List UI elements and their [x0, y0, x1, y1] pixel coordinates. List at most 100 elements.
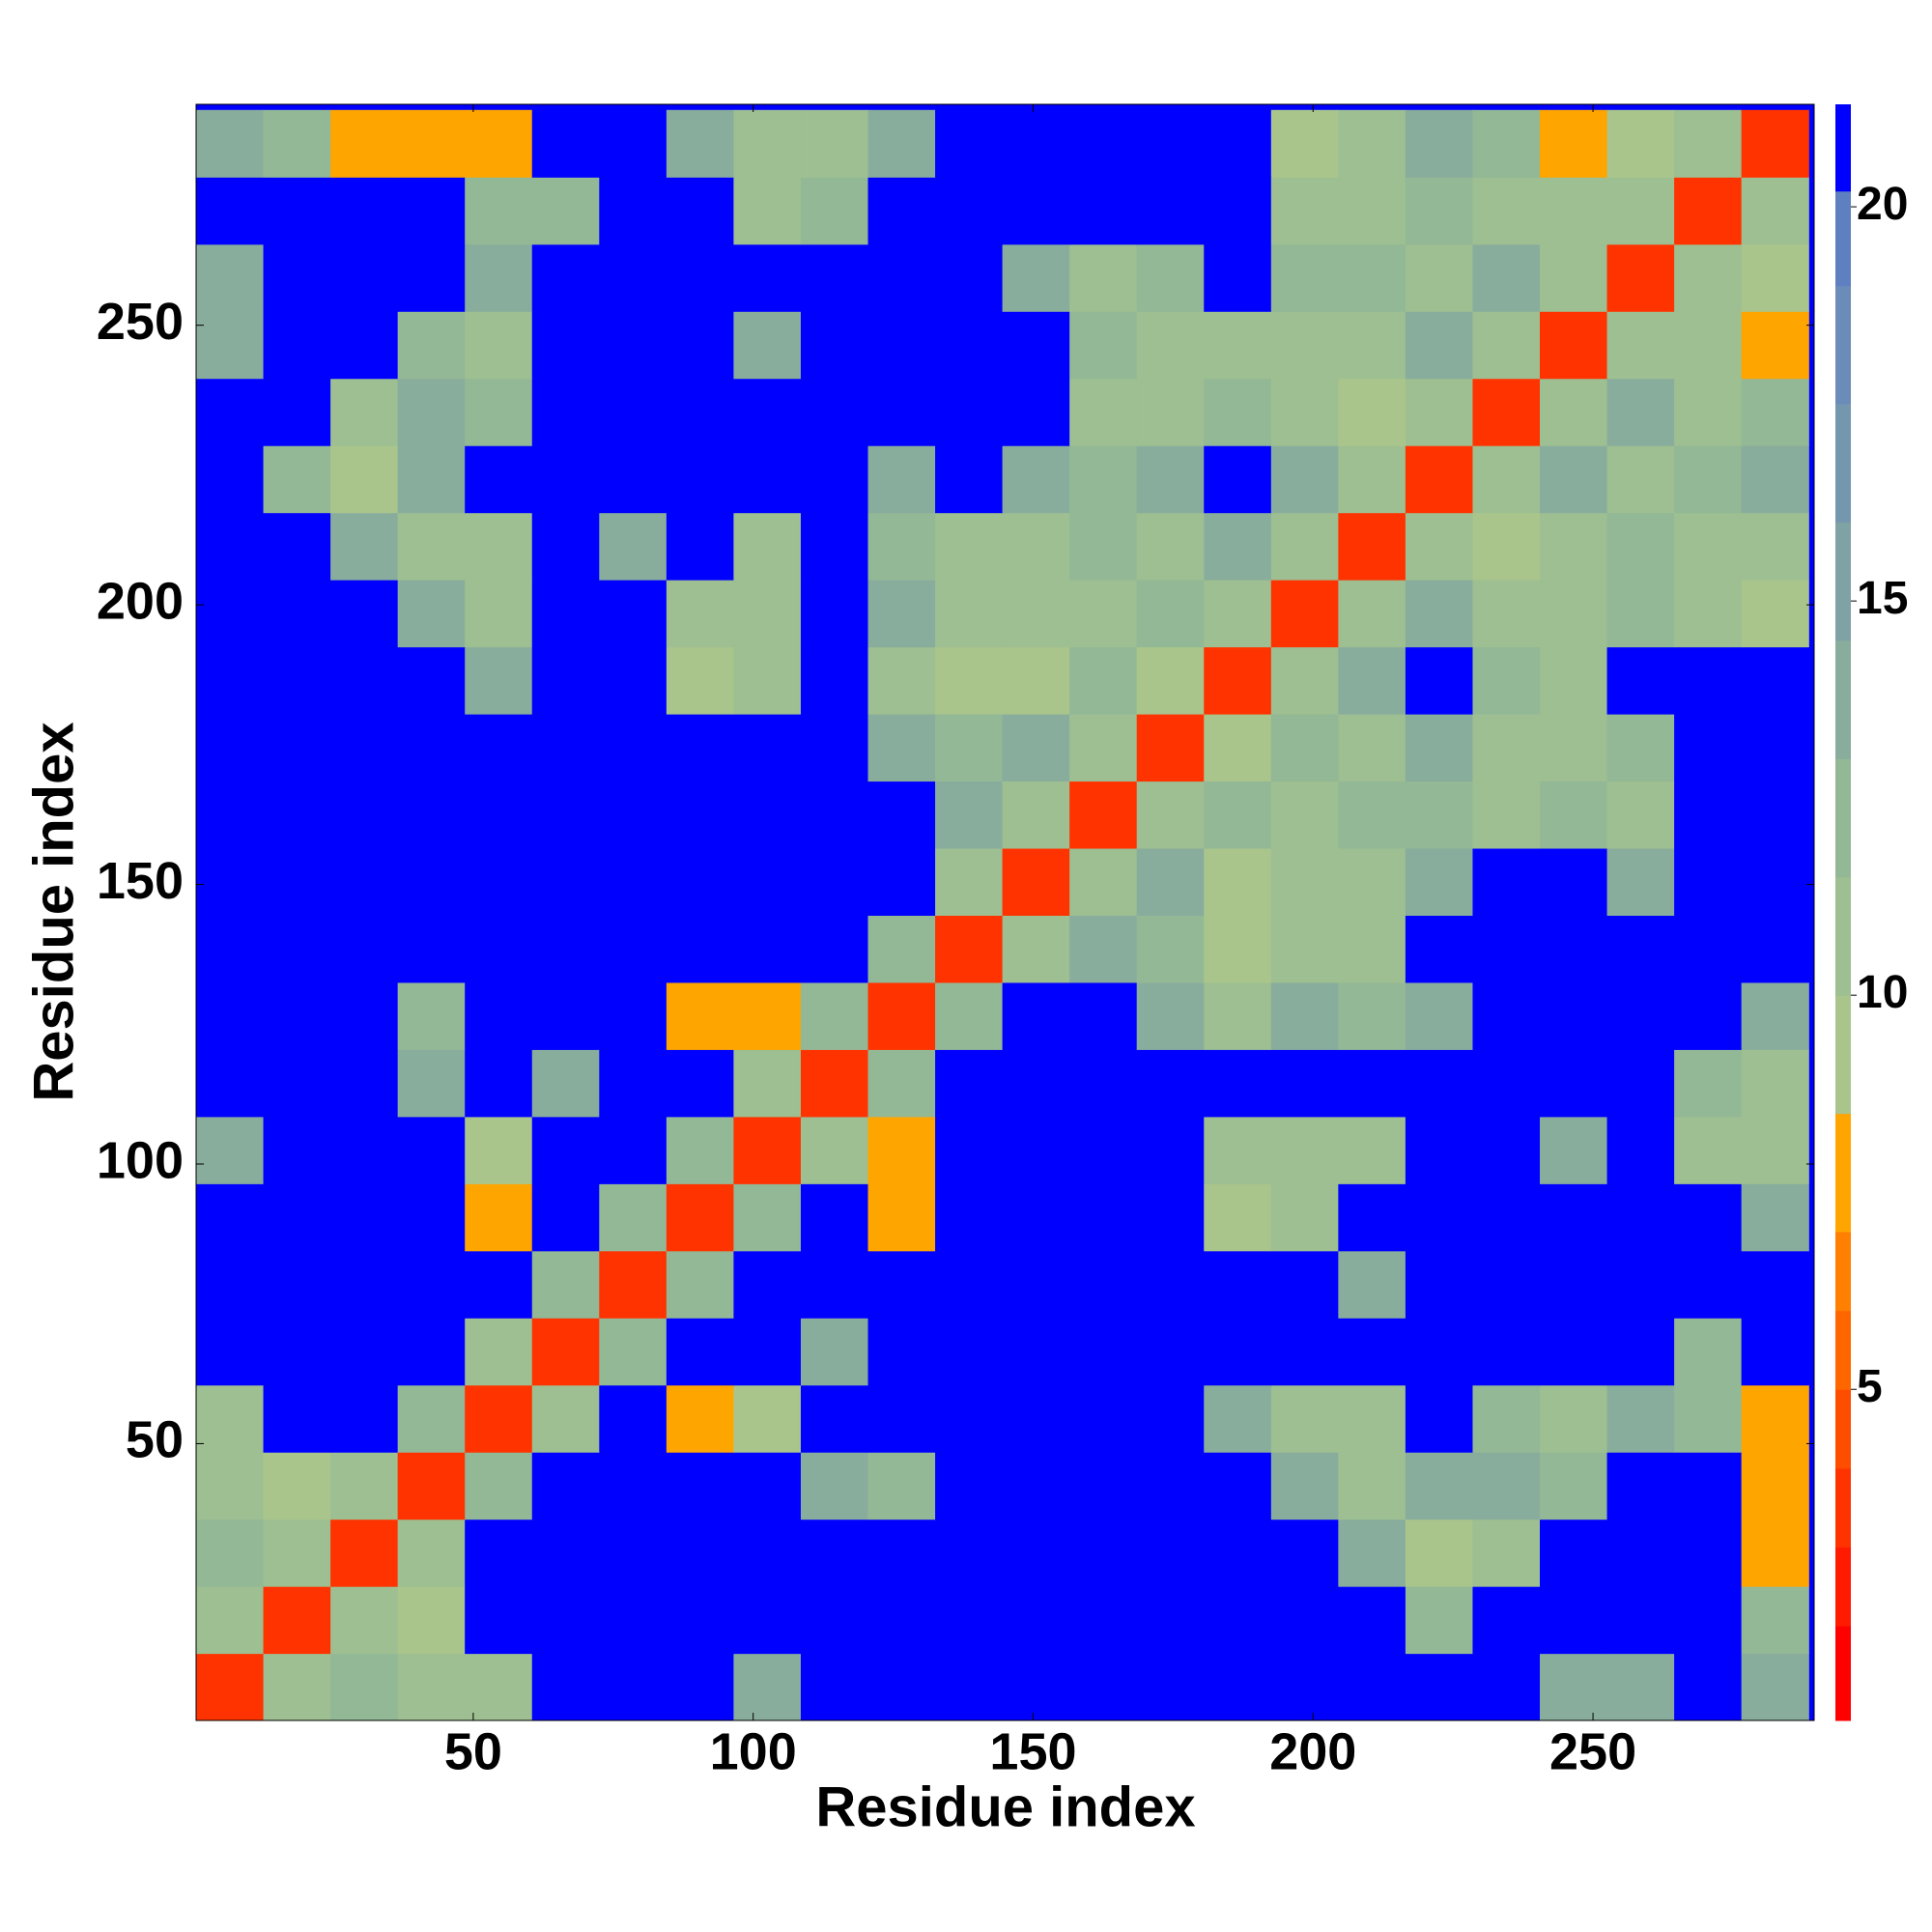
- heatmap-cell: [935, 177, 1004, 245]
- heatmap-cell: [1405, 243, 1474, 312]
- heatmap-cell: [397, 847, 466, 916]
- heatmap-cell: [867, 1250, 936, 1319]
- heatmap-cell: [733, 1384, 802, 1453]
- heatmap-cell: [867, 1653, 936, 1720]
- heatmap-cell: [1069, 915, 1138, 983]
- heatmap-cell: [666, 311, 735, 380]
- heatmap-cell: [1606, 512, 1675, 581]
- heatmap-cell: [1606, 109, 1675, 178]
- heatmap-cell: [1270, 1653, 1339, 1720]
- heatmap-cell: [330, 1116, 399, 1184]
- heatmap-cell: [1540, 1586, 1608, 1655]
- heatmap-cell: [867, 1586, 936, 1655]
- heatmap-cell: [1069, 1049, 1138, 1118]
- heatmap-cell: [330, 1586, 399, 1655]
- heatmap-cell: [935, 243, 1004, 312]
- y-tick-label: 50: [126, 1411, 184, 1469]
- heatmap-cell: [1270, 1318, 1339, 1386]
- heatmap-cell: [1204, 512, 1272, 581]
- heatmap-cell: [196, 177, 265, 245]
- heatmap-cell: [599, 512, 668, 581]
- heatmap-cell: [531, 713, 600, 782]
- heatmap-cell: [599, 378, 668, 446]
- heatmap-cell: [1002, 1384, 1070, 1453]
- heatmap-cell: [1069, 311, 1138, 380]
- colorbar-band: [1835, 1310, 1851, 1390]
- heatmap-cell: [1204, 1452, 1272, 1520]
- heatmap-cell: [867, 1384, 936, 1453]
- heatmap-cell: [1069, 1318, 1138, 1386]
- heatmap-cell: [733, 1586, 802, 1655]
- heatmap-cell: [397, 311, 466, 380]
- heatmap-cell: [867, 512, 936, 581]
- heatmap-cell: [1002, 1183, 1070, 1252]
- heatmap-cell: [1472, 781, 1541, 849]
- heatmap-cell: [599, 580, 668, 648]
- heatmap-cell: [867, 1318, 936, 1386]
- heatmap-cell: [1002, 1049, 1070, 1118]
- heatmap-cell: [935, 1183, 1004, 1252]
- heatmap-cell: [935, 1116, 1004, 1184]
- heatmap-cell: [1606, 1049, 1675, 1118]
- heatmap-cell: [1002, 847, 1070, 916]
- heatmap-cell: [800, 1653, 869, 1720]
- heatmap-cell: [1136, 1183, 1205, 1252]
- heatmap-cell: [196, 781, 265, 849]
- heatmap-cell: [1540, 1653, 1608, 1720]
- heatmap-cell: [1405, 847, 1474, 916]
- heatmap-cell: [800, 646, 869, 715]
- heatmap-cell: [1204, 243, 1272, 312]
- heatmap-cell: [1741, 1452, 1809, 1520]
- heatmap-cell: [397, 378, 466, 446]
- heatmap-cell: [1741, 781, 1809, 849]
- heatmap-cell: [733, 378, 802, 446]
- heatmap-cell: [1472, 1250, 1541, 1319]
- heatmap-cell: [196, 311, 265, 380]
- heatmap-cell: [465, 1183, 533, 1252]
- heatmap-cell: [1741, 981, 1809, 1050]
- heatmap-cell: [733, 1049, 802, 1118]
- heatmap-cell: [800, 1519, 869, 1587]
- heatmap-cell: [800, 1049, 869, 1118]
- heatmap-cell: [1472, 378, 1541, 446]
- heatmap-cell: [935, 847, 1004, 916]
- heatmap-cell: [263, 915, 331, 983]
- heatmap-cell: [800, 781, 869, 849]
- heatmap-cell: [1405, 781, 1474, 849]
- heatmap-cell: [1338, 378, 1406, 446]
- heatmap-cell: [1136, 580, 1205, 648]
- heatmap-cell: [531, 512, 600, 581]
- heatmap-cell: [1405, 646, 1474, 715]
- heatmap-cell: [263, 1586, 331, 1655]
- heatmap-cell: [531, 915, 600, 983]
- heatmap-cell: [599, 781, 668, 849]
- heatmap-cell: [1674, 1586, 1743, 1655]
- heatmap-cell: [1204, 981, 1272, 1050]
- heatmap-cell: [1069, 378, 1138, 446]
- x-tick-label: 200: [1269, 1722, 1356, 1780]
- colorbar-band: [1835, 1389, 1851, 1469]
- heatmap-cell: [1540, 1183, 1608, 1252]
- heatmap-cell: [196, 445, 265, 514]
- heatmap-cell: [465, 1653, 533, 1720]
- heatmap-cell: [196, 580, 265, 648]
- heatmap-cell: [800, 445, 869, 514]
- heatmap-cell: [263, 1318, 331, 1386]
- heatmap-cell: [1741, 1318, 1809, 1386]
- heatmap-cell: [397, 580, 466, 648]
- heatmap-cell: [531, 1384, 600, 1453]
- heatmap-cell: [1606, 1250, 1675, 1319]
- heatmap-cell: [1338, 1586, 1406, 1655]
- heatmap-cell: [1405, 713, 1474, 782]
- heatmap-cell: [935, 1586, 1004, 1655]
- heatmap-cell: [397, 1116, 466, 1184]
- heatmap-cell: [1069, 1116, 1138, 1184]
- heatmap-cell: [1136, 713, 1205, 782]
- heatmap-cell: [1472, 109, 1541, 178]
- heatmap-cell: [733, 1318, 802, 1386]
- heatmap-cell: [666, 378, 735, 446]
- heatmap-cell: [935, 781, 1004, 849]
- heatmap-cell: [263, 1519, 331, 1587]
- heatmap-cell: [733, 311, 802, 380]
- heatmap-cell: [263, 311, 331, 380]
